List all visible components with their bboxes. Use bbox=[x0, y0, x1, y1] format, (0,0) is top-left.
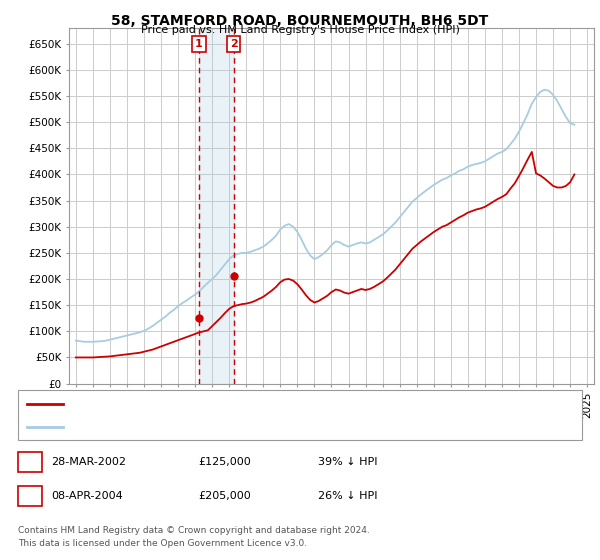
Text: HPI: Average price, detached house, Bournemouth Christchurch and Poole: HPI: Average price, detached house, Bour… bbox=[69, 422, 440, 432]
Text: 39% ↓ HPI: 39% ↓ HPI bbox=[318, 457, 377, 467]
Text: 26% ↓ HPI: 26% ↓ HPI bbox=[318, 491, 377, 501]
Text: £125,000: £125,000 bbox=[198, 457, 251, 467]
Text: This data is licensed under the Open Government Licence v3.0.: This data is licensed under the Open Gov… bbox=[18, 539, 307, 548]
Text: 1: 1 bbox=[26, 457, 34, 467]
Text: 58, STAMFORD ROAD, BOURNEMOUTH, BH6 5DT (detached house): 58, STAMFORD ROAD, BOURNEMOUTH, BH6 5DT … bbox=[69, 399, 403, 409]
Text: 2: 2 bbox=[230, 39, 238, 49]
Text: 08-APR-2004: 08-APR-2004 bbox=[51, 491, 123, 501]
Text: 58, STAMFORD ROAD, BOURNEMOUTH, BH6 5DT: 58, STAMFORD ROAD, BOURNEMOUTH, BH6 5DT bbox=[112, 14, 488, 28]
Text: 28-MAR-2002: 28-MAR-2002 bbox=[51, 457, 126, 467]
Text: 2: 2 bbox=[26, 491, 34, 501]
Text: 1: 1 bbox=[195, 39, 203, 49]
Text: Price paid vs. HM Land Registry's House Price Index (HPI): Price paid vs. HM Land Registry's House … bbox=[140, 25, 460, 35]
Bar bbox=[199, 28, 234, 384]
Text: £205,000: £205,000 bbox=[198, 491, 251, 501]
Text: Contains HM Land Registry data © Crown copyright and database right 2024.: Contains HM Land Registry data © Crown c… bbox=[18, 526, 370, 535]
